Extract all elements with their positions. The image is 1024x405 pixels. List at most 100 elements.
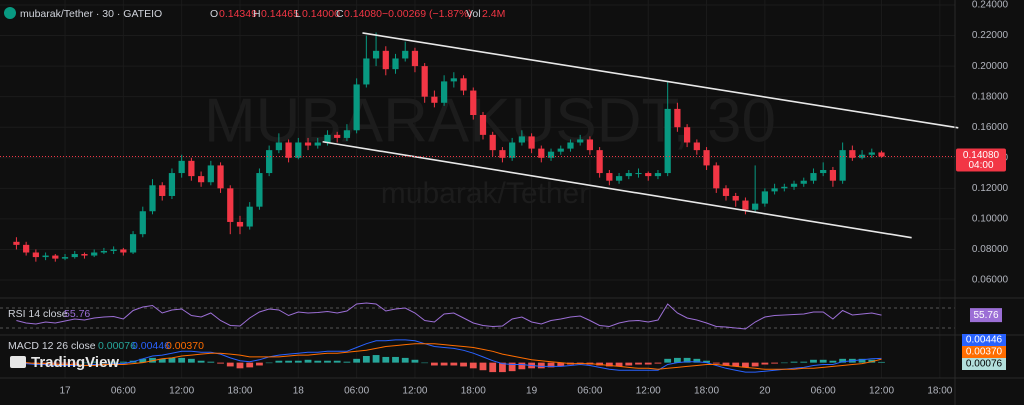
candle-body bbox=[450, 78, 457, 82]
macd-histogram-bar bbox=[246, 362, 254, 368]
signal-tag-label: 0.00370 bbox=[966, 347, 1003, 358]
hist-tag bbox=[962, 358, 1006, 370]
candle-body bbox=[829, 170, 837, 181]
candle-body bbox=[275, 142, 282, 151]
candle-body bbox=[91, 252, 98, 256]
candle-body bbox=[635, 173, 642, 175]
macd-tag-label: 0.00446 bbox=[966, 335, 1003, 346]
symbol: mubarak/Tether · 30 · GATEIO bbox=[20, 8, 162, 20]
macd-histogram-bar bbox=[703, 360, 710, 363]
close-label: C bbox=[336, 8, 344, 20]
low-value: 0.14000 bbox=[302, 8, 340, 20]
macd-histogram-bar bbox=[499, 362, 506, 373]
candle-body bbox=[372, 50, 380, 59]
macd-histogram-bar bbox=[178, 357, 186, 363]
trendline bbox=[322, 140, 912, 239]
candle-body bbox=[236, 221, 244, 227]
high-value: 0.14465 bbox=[261, 8, 299, 20]
macd-value: 0.00446 bbox=[132, 340, 170, 352]
candle-body bbox=[441, 81, 448, 103]
candle-body bbox=[334, 134, 341, 138]
y-tick-label: 0.20000 bbox=[972, 61, 1009, 72]
macd-histogram-bar bbox=[236, 362, 244, 369]
macd-histogram-bar bbox=[285, 360, 292, 363]
macd-histogram-bar bbox=[294, 360, 302, 363]
macd-histogram-bar bbox=[119, 361, 127, 363]
candle-body bbox=[470, 90, 477, 115]
open-value: 0.14349 bbox=[219, 8, 257, 20]
candle-body bbox=[742, 200, 749, 210]
volume-label: Vol bbox=[466, 8, 481, 20]
macd-histogram-bar bbox=[683, 357, 691, 363]
rsi-line bbox=[16, 302, 882, 330]
candle-body bbox=[285, 142, 292, 158]
macd-histogram-bar bbox=[401, 357, 409, 363]
macd-histogram-bar bbox=[547, 362, 555, 368]
macd-histogram-bar bbox=[217, 362, 224, 364]
macd-tag bbox=[962, 334, 1006, 346]
x-tick-label: 12:00 bbox=[636, 386, 661, 397]
candle-body bbox=[752, 203, 759, 210]
macd-histogram-bar bbox=[430, 362, 438, 366]
macd-histogram-bar bbox=[256, 362, 263, 366]
candle-body bbox=[227, 188, 234, 222]
candle-body bbox=[421, 66, 428, 97]
candle-body bbox=[402, 50, 409, 59]
last-price-label: 0.14080 bbox=[963, 150, 1000, 161]
x-tick-label: 20 bbox=[759, 386, 771, 397]
y-tick-label: 0.08000 bbox=[972, 244, 1009, 255]
candle-body bbox=[654, 173, 662, 177]
macd-histogram-bar bbox=[460, 362, 467, 367]
macd-histogram-bar bbox=[265, 362, 273, 364]
candle-body bbox=[71, 254, 78, 258]
brand-name: TradingView bbox=[31, 354, 119, 371]
x-tick-label: 17 bbox=[59, 386, 71, 397]
macd-histogram-bar bbox=[722, 362, 730, 366]
macd-histogram-bar bbox=[110, 361, 118, 363]
macd-histogram-bar bbox=[158, 358, 166, 363]
candle-body bbox=[197, 176, 205, 183]
x-tick-label: 18:00 bbox=[461, 386, 486, 397]
candle-body bbox=[81, 254, 88, 256]
candle-body bbox=[509, 142, 516, 158]
macd-histogram-bar bbox=[421, 362, 429, 364]
candle-body bbox=[42, 255, 49, 258]
candle-body bbox=[606, 173, 613, 181]
macd-histogram-bar bbox=[829, 360, 837, 363]
candle-body bbox=[32, 252, 39, 258]
x-tick-label: 12:00 bbox=[169, 386, 194, 397]
macd-histogram-bar bbox=[761, 362, 769, 365]
macd-histogram-bar bbox=[605, 362, 613, 367]
candle-body bbox=[178, 160, 185, 174]
candle-body bbox=[479, 115, 487, 135]
rsi-legend: RSI 14 close 55.76 bbox=[8, 308, 90, 320]
macd-histogram-bar bbox=[411, 359, 419, 363]
macd-histogram-bar bbox=[51, 362, 59, 364]
macd-histogram-bar bbox=[693, 358, 701, 363]
header: mubarak/Tether · 30 · GATEIO O 0.14349 H… bbox=[4, 7, 505, 20]
candle-body bbox=[149, 185, 156, 212]
last-price-tag bbox=[956, 148, 1006, 172]
candle-body bbox=[518, 136, 525, 143]
macd-histogram-bar bbox=[314, 360, 322, 363]
candle-body bbox=[304, 142, 312, 146]
candle-body bbox=[878, 152, 885, 157]
candle-body bbox=[61, 257, 69, 259]
x-tick-label: 18:00 bbox=[694, 386, 719, 397]
macd-histogram-bar bbox=[635, 362, 642, 365]
change: −0.00269 (−1.87%) bbox=[382, 8, 472, 20]
macd-histogram-bar bbox=[673, 357, 681, 363]
macd-histogram-bar bbox=[810, 359, 817, 363]
macd-histogram-bar bbox=[489, 362, 497, 373]
macd-histogram-bar bbox=[440, 362, 448, 366]
macd-histogram-bar bbox=[81, 362, 88, 364]
macd-histogram-bar bbox=[304, 359, 312, 363]
rsi-value: 55.76 bbox=[64, 308, 90, 320]
macd-histogram-bar bbox=[197, 360, 205, 363]
candle-body bbox=[314, 142, 321, 146]
volume-value: 2.4M bbox=[482, 8, 505, 20]
x-tick-label: 06:00 bbox=[344, 386, 369, 397]
brand-logo bbox=[10, 356, 26, 368]
